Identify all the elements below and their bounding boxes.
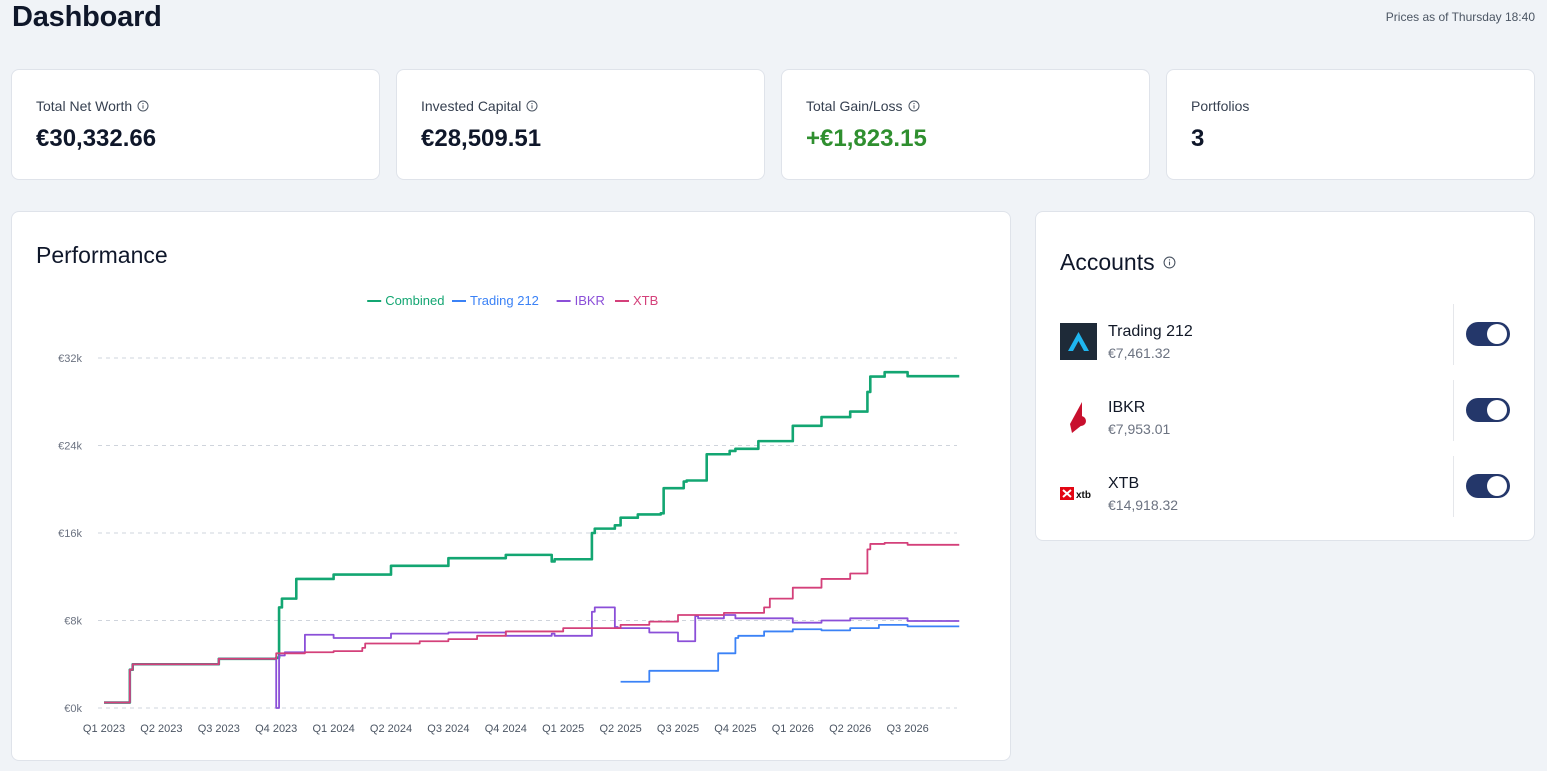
y-tick-label: €0k <box>64 703 82 715</box>
account-row-ibkr: IBKR €7,953.01 <box>1036 380 1536 456</box>
divider <box>1453 380 1454 441</box>
account-value: €7,461.32 <box>1108 345 1171 361</box>
accounts-title: Accounts <box>1060 249 1155 275</box>
stat-card-gain-loss: Total Gain/Loss +€1,823.15 <box>781 69 1150 180</box>
stat-value: €28,509.51 <box>421 125 542 152</box>
performance-title: Performance <box>36 242 168 268</box>
x-tick-label: Q3 2024 <box>427 723 469 735</box>
y-tick-label: €16k <box>58 528 82 540</box>
x-tick-label: Q2 2025 <box>599 723 641 735</box>
toggle-knob <box>1487 324 1507 344</box>
series-line-combined <box>104 370 960 704</box>
x-tick-label: Q1 2026 <box>772 723 814 735</box>
stat-card-invested-capital: Invested Capital €28,509.51 <box>396 69 765 180</box>
account-toggle-trading212[interactable] <box>1466 322 1510 346</box>
series-line-xtb <box>104 541 960 704</box>
ibkr-logo <box>1070 402 1086 433</box>
x-tick-label: Q3 2023 <box>198 723 240 735</box>
legend-item-combined[interactable]: Combined <box>367 293 444 308</box>
stat-value: 3 <box>1191 125 1205 152</box>
x-tick-label: Q4 2023 <box>255 723 297 735</box>
series-line-trading-212 <box>620 623 960 683</box>
account-value: €7,953.01 <box>1108 421 1171 437</box>
stat-card-portfolios: Portfolios 3 <box>1166 69 1535 180</box>
account-toggle-ibkr[interactable] <box>1466 398 1510 422</box>
account-row-xtb: xtb XTB €14,918.32 <box>1036 456 1536 532</box>
svg-text:IBKR: IBKR <box>575 293 605 308</box>
info-icon[interactable] <box>1163 256 1176 269</box>
x-tick-label: Q2 2026 <box>829 723 871 735</box>
x-tick-label: Q4 2025 <box>714 723 756 735</box>
info-icon[interactable] <box>526 100 538 112</box>
trading212-logo <box>1060 323 1097 360</box>
legend-item-ibkr[interactable]: IBKR <box>556 293 605 308</box>
x-tick-label: Q4 2024 <box>485 723 527 735</box>
accounts-panel: Accounts Trading 212 €7,461.32 IBKR €7,9… <box>1035 211 1535 541</box>
account-name: XTB <box>1108 475 1140 492</box>
stat-label: Portfolios <box>1191 98 1250 114</box>
legend-item-xtb[interactable]: XTB <box>615 293 658 308</box>
performance-panel: Performance €0k €8k €16k €24k €32k Q1 2023 Q2 … <box>11 211 1011 761</box>
stat-label: Invested Capital <box>421 98 522 114</box>
info-icon[interactable] <box>908 100 920 112</box>
xtb-logo: xtb <box>1060 487 1091 501</box>
stat-value: €30,332.66 <box>36 125 157 152</box>
account-row-trading212: Trading 212 €7,461.32 <box>1036 304 1536 380</box>
stat-label: Total Net Worth <box>36 98 133 114</box>
svg-text:xtb: xtb <box>1076 490 1091 501</box>
x-tick-label: Q1 2024 <box>312 723 354 735</box>
account-value: €14,918.32 <box>1108 497 1179 513</box>
stat-value: +€1,823.15 <box>806 125 927 152</box>
x-tick-label: Q1 2023 <box>83 723 125 735</box>
account-name: IBKR <box>1108 399 1146 416</box>
toggle-knob <box>1487 476 1507 496</box>
page-title: Dashboard <box>12 1 162 33</box>
y-tick-label: €24k <box>58 441 82 453</box>
x-tick-label: Q3 2025 <box>657 723 699 735</box>
y-tick-label: €8k <box>64 616 82 628</box>
y-tick-label: €32k <box>58 353 82 365</box>
legend-item-trading-212[interactable]: Trading 212 <box>452 293 539 308</box>
svg-text:XTB: XTB <box>633 293 658 308</box>
info-icon[interactable] <box>137 100 149 112</box>
x-tick-label: Q2 2023 <box>140 723 182 735</box>
x-tick-label: Q3 2026 <box>886 723 928 735</box>
svg-text:Combined: Combined <box>385 293 444 308</box>
series-line-ibkr <box>104 606 960 709</box>
performance-chart: €0k €8k €16k €24k €32k Q1 2023 Q2 2023 Q3 2023 Q… <box>58 293 960 735</box>
stat-label: Total Gain/Loss <box>806 98 903 114</box>
account-name: Trading 212 <box>1108 323 1193 340</box>
account-toggle-xtb[interactable] <box>1466 474 1510 498</box>
divider <box>1453 304 1454 365</box>
svg-text:Trading 212: Trading 212 <box>470 293 539 308</box>
prices-as-of: Prices as of Thursday 18:40 <box>1385 10 1535 24</box>
toggle-knob <box>1487 400 1507 420</box>
stat-card-net-worth: Total Net Worth €30,332.66 <box>11 69 380 180</box>
x-tick-label: Q1 2025 <box>542 723 584 735</box>
divider <box>1453 456 1454 517</box>
x-tick-label: Q2 2024 <box>370 723 412 735</box>
